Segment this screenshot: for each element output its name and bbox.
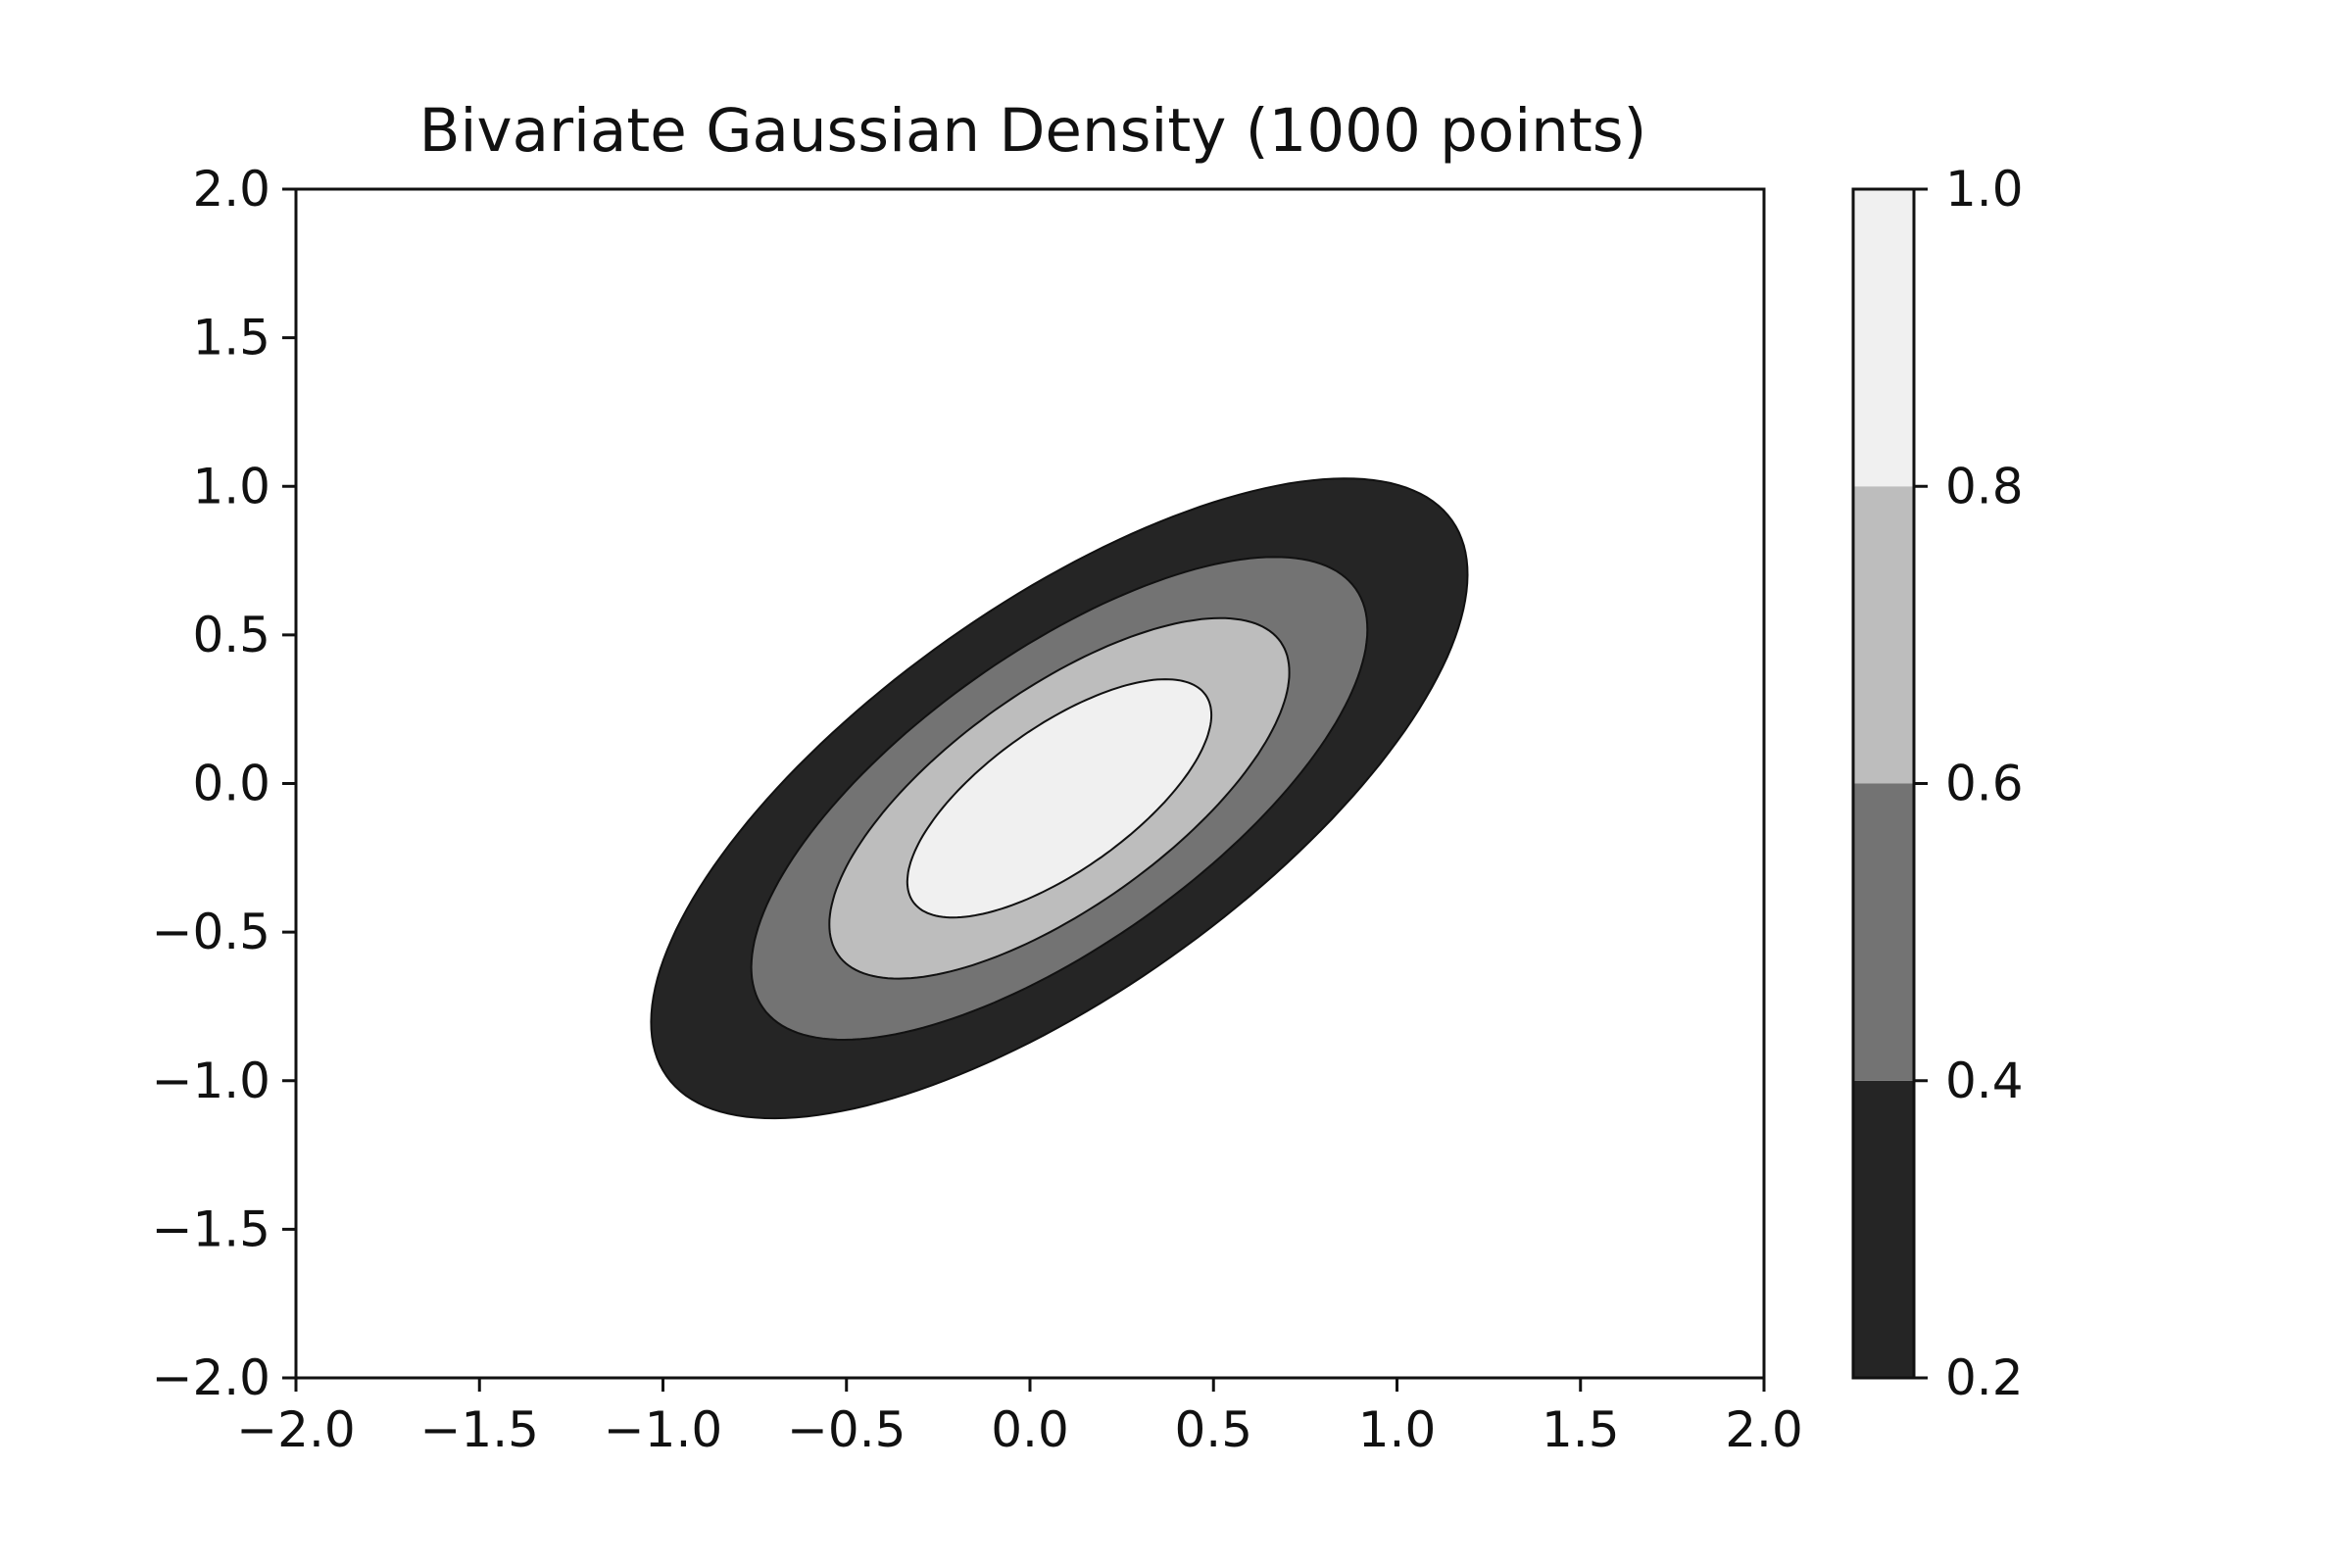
y-tick-label: 2.0 (192, 161, 270, 218)
x-tick-label: −0.5 (787, 1401, 906, 1458)
colorbar-segment (1853, 486, 1914, 784)
chart-title: Bivariate Gaussian Density (1000 points) (419, 96, 1647, 166)
plot-area (294, 187, 1766, 1380)
x-tick-label: 1.0 (1358, 1401, 1437, 1458)
colorbar-tick-label: 1.0 (1945, 161, 2024, 218)
x-axis: −2.0 −1.5 −1.0 −0.5 0.0 0.5 1.0 1.5 2.0 (236, 1378, 1803, 1458)
colorbar-tick-label: 0.4 (1945, 1053, 2024, 1109)
x-tick-label: −2.0 (236, 1401, 355, 1458)
x-tick-label: −1.5 (420, 1401, 539, 1458)
y-tick-label: −1.0 (152, 1053, 270, 1109)
y-tick-label: −1.5 (152, 1200, 270, 1257)
x-tick-label: 1.5 (1542, 1401, 1620, 1458)
x-tick-label: 0.0 (991, 1401, 1069, 1458)
x-tick-label: 0.5 (1174, 1401, 1252, 1458)
colorbar-segment (1853, 1080, 1914, 1378)
y-tick-label: 1.0 (192, 458, 270, 514)
y-tick-label: −2.0 (152, 1349, 270, 1406)
y-tick-label: 0.0 (192, 756, 270, 812)
y-tick-label: 1.5 (192, 310, 270, 367)
contour-bands (650, 477, 1469, 1120)
y-tick-label: −0.5 (152, 904, 270, 960)
contour-band-0.8-1 (906, 678, 1213, 919)
x-tick-label: 2.0 (1725, 1401, 1803, 1458)
y-axis: −2.0 −1.5 −1.0 −0.5 0.0 0.5 1.0 1.5 2.0 (152, 161, 296, 1406)
colorbar-tick-label: 0.6 (1945, 756, 2024, 812)
colorbar: 0.2 0.4 0.6 0.8 1.0 (1851, 161, 2024, 1406)
colorbar-segment (1853, 783, 1914, 1081)
colorbar-tick-label: 0.8 (1945, 458, 2024, 514)
x-tick-label: −1.0 (604, 1401, 722, 1458)
colorbar-segment (1853, 189, 1914, 487)
colorbar-tick-label: 0.2 (1945, 1349, 2024, 1406)
y-tick-label: 0.5 (192, 607, 270, 663)
